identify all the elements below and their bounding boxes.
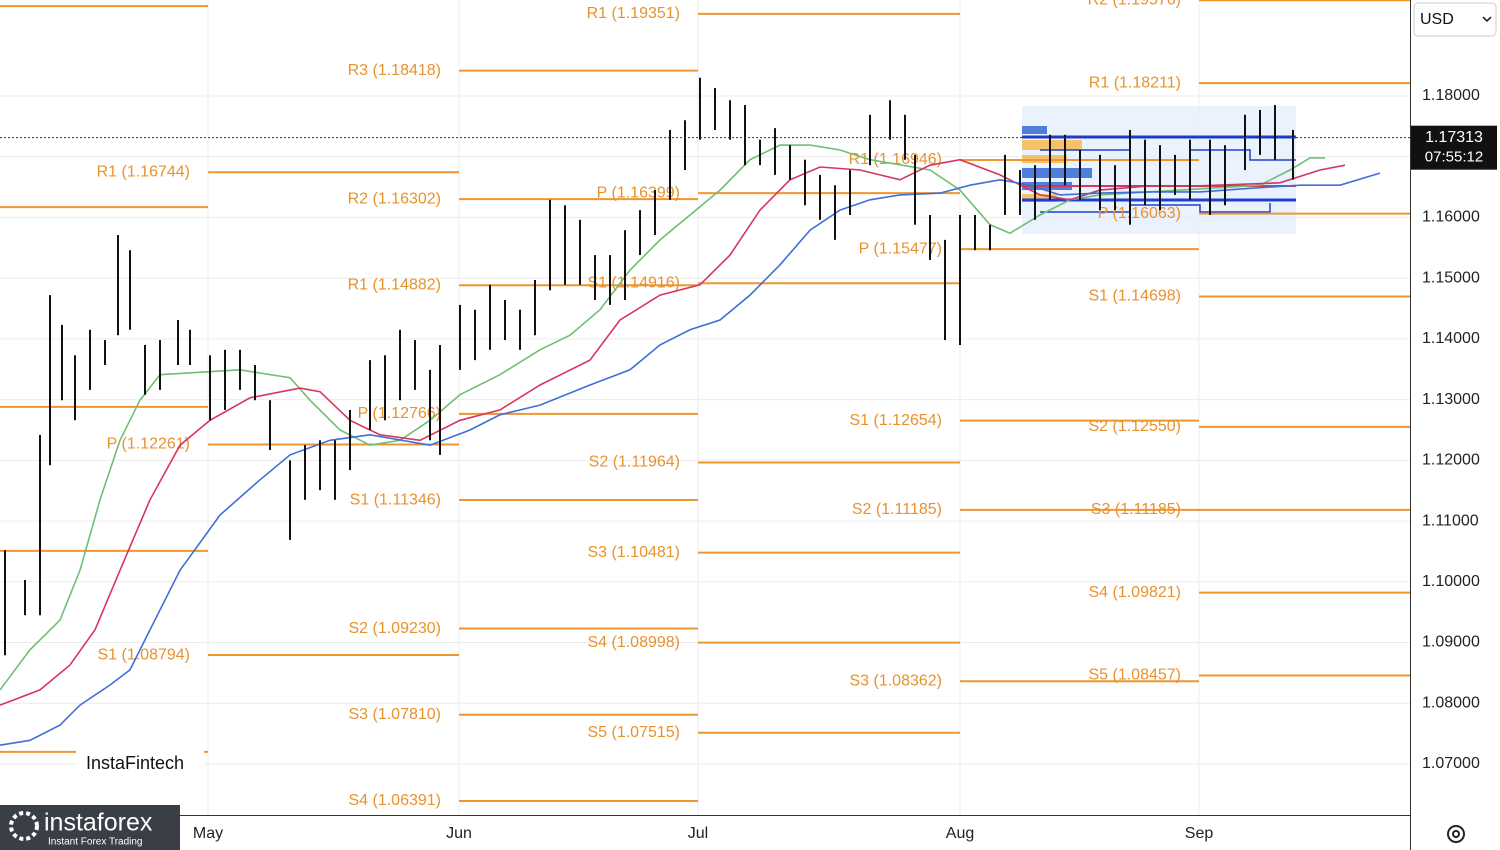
pivot-label: S4 (1.08998) (587, 634, 680, 651)
currency[interactable]: USD (1420, 11, 1454, 28)
pivot-label: R1 (1.18211) (1089, 74, 1181, 91)
pivot-label: S2 (1.12550) (1088, 418, 1181, 435)
y-tick-label: 1.08000 (1422, 694, 1480, 711)
pivot-label: P (1.16063) (1098, 205, 1181, 222)
logo-mark (9, 811, 39, 841)
pivot-label: S3 (1.10481) (587, 544, 680, 561)
countdown: 07:55:12 (1425, 149, 1483, 166)
y-tick-label: 1.11000 (1422, 512, 1479, 529)
pivot-label: R2 (1.16302) (348, 190, 441, 207)
y-tick-label: 1.18000 (1422, 87, 1480, 104)
y-tick-label: 1.10000 (1422, 573, 1480, 590)
y-tick-label: 1.12000 (1422, 452, 1480, 469)
moving-average (0, 144, 1325, 691)
y-tick-label: 1.14000 (1422, 330, 1480, 347)
currency-box[interactable] (1413, 2, 1497, 37)
pivot-label: P (1.16399) (597, 184, 680, 201)
currency-select[interactable]: USD (1413, 2, 1497, 37)
pivot-label: S1 (1.11346) (350, 491, 441, 508)
price-bars (4, 77, 1294, 656)
chevron (1482, 16, 1492, 23)
pivot-label: S1 (1.14698) (1088, 288, 1181, 305)
x-tick-label: Jul (688, 825, 708, 842)
pivot-label: S3 (1.08362) (849, 672, 942, 689)
logo-name: instaforex (44, 809, 153, 837)
logo-tagline: Instant Forex Trading (48, 837, 143, 848)
y-tick-label: 1.13000 (1422, 391, 1480, 408)
logo: instaforex Instant Forex Trading (0, 805, 180, 850)
pivot-label: P (1.12766) (358, 405, 441, 422)
pivot-label: S4 (1.06391) (348, 792, 441, 809)
y-tick-label: 1.07000 (1422, 755, 1480, 772)
pivot-label: S2 (1.11964) (589, 454, 680, 471)
last-price: 1.17313 (1425, 129, 1483, 146)
pivot-label: P (1.15477) (859, 240, 942, 257)
watermark-box (76, 725, 204, 790)
ticks: 1.07000 1.08000 1.09000 1.10000 1.11000 1.120… (193, 87, 1480, 842)
pivot-label: R1 (1.16744) (97, 163, 190, 180)
x-tick-label: Jun (446, 825, 472, 842)
y-tick-label: 1.15000 (1422, 269, 1480, 286)
pivot-label: S5 (1.07515) (587, 724, 680, 741)
x-tick-label: May (193, 825, 223, 842)
pivot-label: R1 (1.16946) (849, 151, 942, 168)
pivot-label: S3 (1.07810) (348, 706, 441, 723)
moving-average (0, 158, 1346, 706)
pivot-label: R1 (1.19351) (587, 5, 680, 22)
pivot-label: R2 (1.19576) (1088, 0, 1181, 8)
pivot-label: R1 (1.14882) (348, 277, 441, 294)
pivot-label: R3 (1.18418) (348, 62, 441, 79)
time-axis (0, 815, 1410, 850)
last-price-badge: 1.17313 07:55:12 (1411, 125, 1497, 170)
badge-box (1411, 125, 1497, 170)
pivot-label: S2 (1.11185) (852, 501, 942, 518)
x-tick-label: Sep (1185, 825, 1214, 842)
pivot-label: S1 (1.12654) (849, 412, 942, 429)
x-tick-label: Aug (946, 825, 974, 842)
settings-icon[interactable] (1447, 825, 1465, 843)
pivot-label: S1 (1.14916) (587, 274, 680, 291)
watermark: InstaFintech (76, 725, 204, 790)
y-tick-label: 1.09000 (1422, 634, 1480, 651)
pivot-label: P (1.12261) (107, 436, 190, 453)
pivot-label: S3 (1.11185) (1091, 501, 1181, 518)
pivot-label: S2 (1.09230) (348, 620, 441, 637)
y-tick-label: 1.16000 (1422, 209, 1480, 226)
watermark-text: InstaFintech (86, 753, 184, 773)
pivot-label: S1 (1.08794) (97, 646, 190, 663)
pivot-label: S5 (1.08457) (1088, 667, 1181, 684)
pivot-label: S4 (1.09821) (1088, 584, 1181, 601)
